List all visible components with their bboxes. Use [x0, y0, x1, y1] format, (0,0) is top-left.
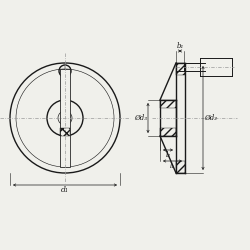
Bar: [176, 63, 185, 75]
Text: l₁: l₁: [170, 162, 175, 170]
Bar: [60, 69, 70, 167]
Text: b₁: b₁: [176, 42, 184, 50]
Text: Ød₂: Ød₂: [204, 114, 218, 122]
Bar: [60, 128, 70, 136]
Text: l₂: l₂: [166, 151, 170, 159]
Text: d₁: d₁: [61, 186, 69, 194]
Bar: [160, 128, 176, 136]
Text: Ød₃: Ød₃: [134, 114, 147, 122]
Bar: [160, 100, 176, 108]
Bar: [176, 161, 185, 173]
